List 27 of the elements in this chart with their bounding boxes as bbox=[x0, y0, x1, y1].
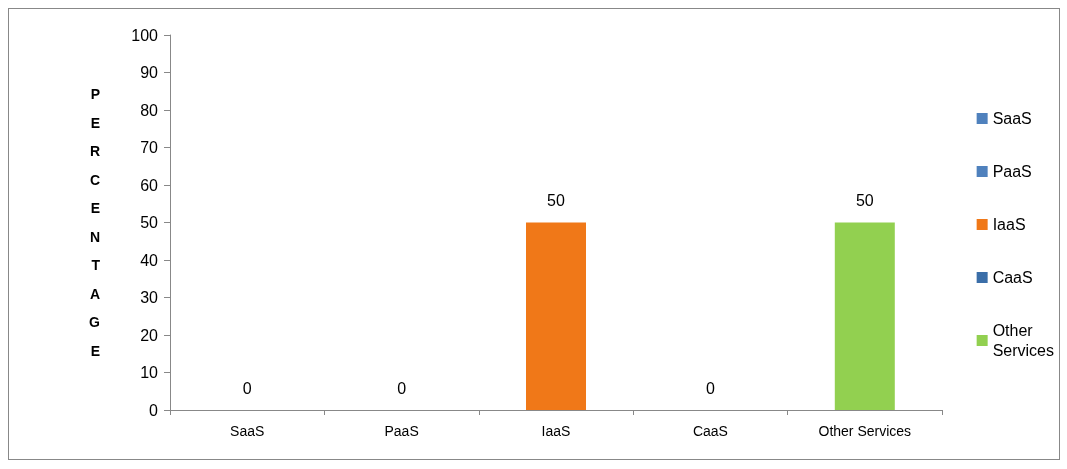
text: PERCENTAGE bbox=[89, 86, 100, 359]
legend-label: SaaS bbox=[992, 110, 1032, 127]
legend-label: IaaS bbox=[992, 216, 1026, 233]
y-tick-label: 90 bbox=[140, 64, 159, 81]
y-tick-label: 100 bbox=[131, 26, 159, 44]
y-tick-label: 30 bbox=[140, 289, 159, 306]
data-label: 0 bbox=[242, 379, 252, 397]
y-tick-label: 50 bbox=[140, 214, 159, 231]
data-label: 0 bbox=[705, 379, 715, 397]
x-tick-label: SaaS bbox=[230, 423, 265, 439]
legend-label: PaaS bbox=[992, 163, 1032, 180]
x-tick-label: CaaS bbox=[692, 423, 728, 439]
legend-label: CaaS bbox=[992, 269, 1033, 286]
data-label: 50 bbox=[547, 192, 565, 209]
legend-label: Other Services bbox=[992, 322, 1055, 359]
y-tick-label: 80 bbox=[140, 101, 159, 119]
y-tick-label: 60 bbox=[140, 176, 159, 194]
y-tick-label: 20 bbox=[140, 326, 159, 344]
x-tick-label: IaaS bbox=[541, 423, 571, 439]
y-tick-label: 40 bbox=[140, 251, 159, 269]
data-label: 50 bbox=[855, 192, 874, 209]
y-tick-label: 10 bbox=[140, 364, 159, 381]
x-tick-label: PaaS bbox=[384, 423, 419, 439]
data-label: 0 bbox=[397, 379, 407, 397]
x-tick-label: Other Services bbox=[818, 423, 912, 439]
y-tick-label: 0 bbox=[149, 401, 159, 419]
y-tick-label: 70 bbox=[140, 139, 159, 156]
